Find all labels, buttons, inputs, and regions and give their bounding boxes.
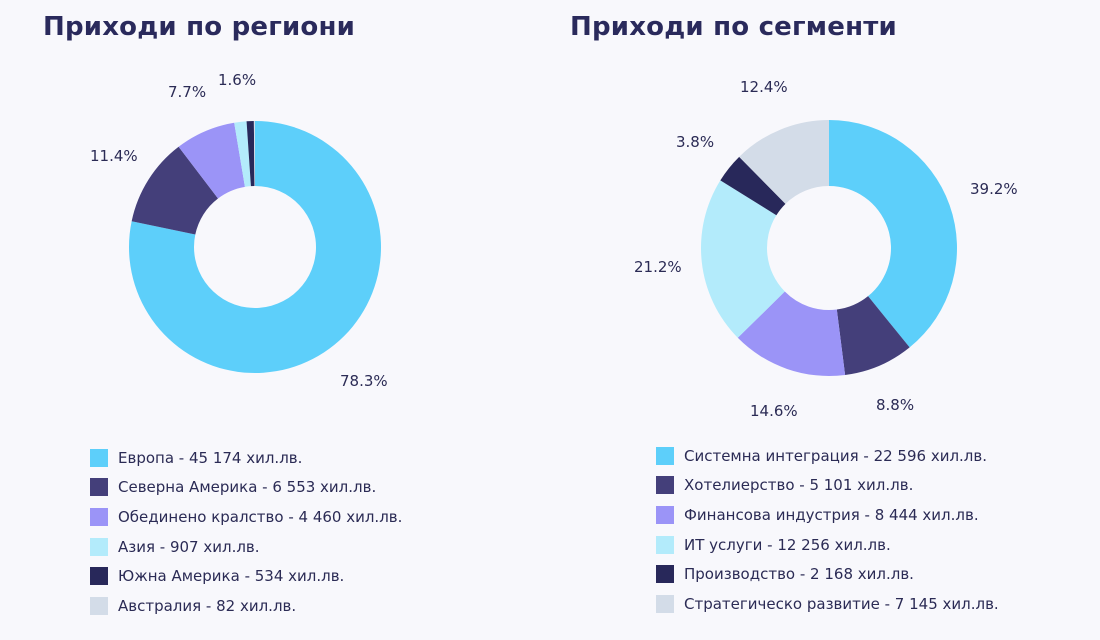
legend-item-ит-услуги: ИТ услуги - 12 256 хил.лв. [656, 530, 999, 560]
legend-item-северна-америка: Северна Америка - 6 553 хил.лв. [90, 473, 402, 503]
legend-label: Стратегическо развитие - 7 145 хил.лв. [684, 594, 999, 613]
legend-item-австралия: Австралия - 82 хил.лв. [90, 591, 402, 621]
segments-legend: Системна интеграция - 22 596 хил.лв. Хоте… [656, 441, 999, 619]
slice-стратегическо-развитие [739, 120, 829, 204]
legend-swatch [90, 448, 108, 467]
percent-label-обединено-кралство: 7.7% [168, 83, 206, 101]
percent-label-хотелиерство: 8.8% [876, 396, 914, 414]
legend-item-южна-америка: Южна Америка - 534 хил.лв. [90, 561, 402, 591]
percent-label-северна-америка: 11.4% [90, 147, 138, 165]
slice-европа [128, 121, 381, 374]
legend-label: Системна интеграция - 22 596 хил.лв. [684, 446, 987, 465]
slice-производство [720, 156, 786, 216]
legend-label: ИТ услуги - 12 256 хил.лв. [684, 535, 891, 554]
slice-северна-америка [131, 146, 219, 235]
legend-swatch [656, 535, 674, 554]
legend-item-стратегическо-развитие: Стратегическо развитие - 7 145 хил.лв. [656, 589, 999, 619]
segments-chart-panel: Приходи по сегменти 39.2% 8.8% 14.6% 21.2% 3… [550, 0, 1100, 640]
percent-label-европа: 78.3% [340, 372, 388, 390]
percent-label-системна-интеграция: 39.2% [970, 180, 1018, 198]
slice-обединено-кралство [178, 122, 245, 199]
legend-swatch [90, 478, 108, 497]
legend-label: Азия - 907 хил.лв. [118, 537, 260, 556]
legend-swatch [656, 594, 674, 613]
legend-label: Южна Америка - 534 хил.лв. [118, 567, 345, 586]
slice-южна-америка [246, 121, 255, 187]
legend-item-производство: Производство - 2 168 хил.лв. [656, 559, 999, 589]
percent-label-производство: 3.8% [676, 133, 714, 151]
legend-swatch [656, 446, 674, 465]
percent-label-азия: 1.6% [218, 71, 256, 89]
percent-label-финансова-индустрия: 14.6% [750, 402, 798, 420]
legend-item-европа: Европа - 45 174 хил.лв. [90, 443, 402, 473]
legend-item-финансова-индустрия: Финансова индустрия - 8 444 хил.лв. [656, 500, 999, 530]
legend-label: Европа - 45 174 хил.лв. [118, 448, 303, 467]
segments-donut-chart: 39.2% 8.8% 14.6% 21.2% 3.8% 12.4% [634, 78, 1018, 420]
regions-chart-panel: Приходи по региони 78.3% 11.4% 7.7% 1.6% Ев… [43, 12, 402, 621]
regions-chart-title: Приходи по региони [43, 12, 356, 42]
legend-label: Производство - 2 168 хил.лв. [684, 565, 914, 584]
legend-label: Хотелиерство - 5 101 хил.лв. [684, 476, 914, 495]
regions-legend: Европа - 45 174 хил.лв. Северна Америка -… [90, 443, 402, 621]
legend-label: Финансова индустрия - 8 444 хил.лв. [684, 505, 979, 524]
slice-финансова-индустрия [737, 291, 846, 376]
legend-swatch [90, 596, 108, 615]
legend-label: Австралия - 82 хил.лв. [118, 596, 297, 615]
regions-donut-chart: 78.3% 11.4% 7.7% 1.6% [90, 71, 388, 390]
slice-хотелиерство [836, 296, 910, 375]
legend-item-системна-интеграция: Системна интеграция - 22 596 хил.лв. [656, 441, 999, 471]
slice-австралия [253, 121, 255, 186]
slice-ит-услуги [701, 180, 785, 338]
legend-item-обединено-кралство: Обединено кралство - 4 460 хил.лв. [90, 502, 402, 532]
legend-swatch [90, 507, 108, 526]
legend-item-хотелиерство: Хотелиерство - 5 101 хил.лв. [656, 471, 999, 501]
legend-label: Северна Америка - 6 553 хил.лв. [118, 478, 377, 497]
legend-swatch [90, 537, 108, 556]
legend-label: Обединено кралство - 4 460 хил.лв. [118, 507, 403, 526]
percent-label-ит-услуги: 21.2% [634, 258, 682, 276]
percent-label-стратегическо-развитие: 12.4% [740, 78, 788, 96]
slice-азия [234, 121, 251, 187]
legend-item-азия: Азия - 907 хил.лв. [90, 532, 402, 562]
segments-chart-title: Приходи по сегменти [570, 12, 897, 42]
legend-swatch [90, 567, 108, 586]
legend-swatch [656, 476, 674, 495]
legend-swatch [656, 505, 674, 524]
slice-системна-интеграция [829, 120, 957, 348]
legend-swatch [656, 565, 674, 584]
